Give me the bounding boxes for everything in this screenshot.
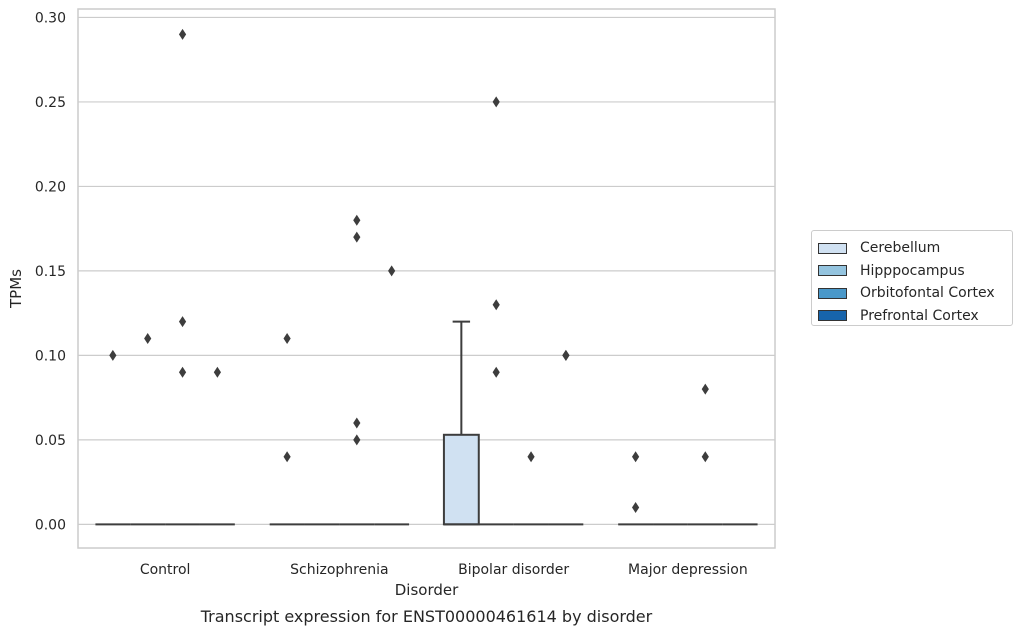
outlier-point [109, 349, 117, 361]
legend-item-hippocampus: Hipppocampus [818, 260, 1012, 283]
legend-swatch-hippocampus [818, 265, 847, 277]
y-tick-label: 0.20 [35, 179, 66, 195]
x-tick-label: Control [140, 562, 191, 578]
outlier-point [178, 366, 187, 378]
legend: Cerebellum Hipppocampus Orbitofontal Cor… [811, 230, 1013, 326]
legend-label: Hipppocampus [860, 262, 965, 279]
y-tick-label: 0.05 [35, 433, 66, 449]
outlier-point [283, 332, 291, 344]
x-tick-label: Major depression [628, 562, 748, 578]
chart-title: Transcript expression for ENST0000046161… [200, 607, 653, 626]
x-axis-label: Disorder [395, 581, 459, 599]
x-tick-label: Schizophrenia [290, 562, 388, 578]
y-tick-label: 0.25 [35, 95, 66, 111]
legend-label: Cerebellum [860, 240, 941, 257]
plot-border [77, 8, 776, 549]
outlier-point [492, 299, 500, 311]
outlier-point [144, 332, 152, 344]
outlier-point [632, 451, 640, 463]
outlier-point [632, 501, 640, 513]
plot-area [78, 9, 775, 548]
outlier-point [353, 434, 361, 446]
legend-label: Prefrontal Cortex [860, 307, 979, 324]
legend-swatch-cerebellum [818, 242, 847, 254]
y-tick-label: 0.15 [35, 264, 66, 280]
legend-label: Orbitofontal Cortex [860, 285, 995, 302]
outlier-point [388, 265, 396, 277]
box [442, 433, 480, 526]
legend-swatch-prefrontal [818, 310, 847, 322]
legend-swatch-orbitofrontal [818, 287, 847, 299]
y-tick-label: 0.10 [35, 348, 66, 364]
legend-item-cerebellum: Cerebellum [818, 237, 1012, 260]
y-axis-label: TPMs [7, 269, 25, 309]
outlier-point [353, 231, 361, 243]
y-tick-label: 0.30 [35, 10, 66, 26]
outlier-point [527, 451, 535, 463]
y-tick-label: 0.00 [35, 517, 66, 533]
outlier-point [213, 366, 221, 378]
outlier-point [353, 214, 361, 226]
outlier-point [701, 383, 709, 395]
outlier-point [701, 451, 709, 463]
legend-item-prefrontal: Prefrontal Cortex [818, 305, 1012, 328]
outlier-point [562, 349, 570, 361]
outlier-point [283, 451, 291, 463]
x-tick-label: Bipolar disorder [458, 562, 569, 578]
outlier-point [178, 28, 187, 40]
legend-item-orbitofrontal: Orbitofontal Cortex [818, 282, 1012, 305]
outlier-point [492, 366, 500, 378]
outlier-point [178, 316, 187, 328]
outlier-point [353, 417, 361, 429]
outlier-point [492, 96, 500, 108]
